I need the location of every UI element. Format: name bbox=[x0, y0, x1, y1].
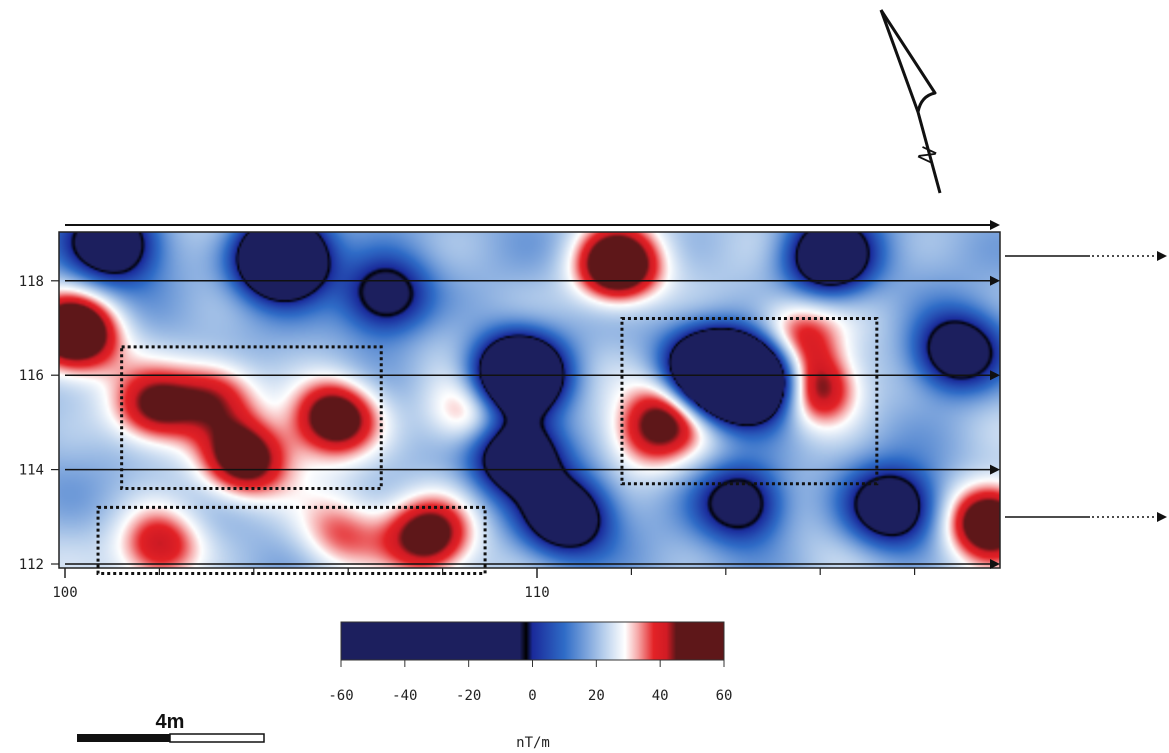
anomaly-box bbox=[620, 317, 879, 486]
colorbar-ticks: -60 -40 -20 0 20 40 60 bbox=[328, 660, 732, 704]
gradiometer-grid bbox=[58, 231, 1001, 575]
colorbar-tick-label: -20 bbox=[456, 688, 481, 704]
y-axis: 112 114 116 118 bbox=[19, 274, 59, 573]
colorbar-tick-label: -60 bbox=[328, 688, 353, 704]
x-axis: 100 110 bbox=[52, 568, 916, 601]
scale-bar-label: 4m bbox=[156, 711, 185, 733]
colorbar-tick-label: -40 bbox=[392, 688, 417, 704]
anomaly-box bbox=[120, 345, 383, 490]
colorbar-unit: nT/m bbox=[516, 735, 550, 751]
y-tick-label: 118 bbox=[19, 274, 44, 290]
colorbar-tick-label: 20 bbox=[588, 688, 605, 704]
y-tick-label: 112 bbox=[19, 557, 44, 573]
north-arrow-icon: N bbox=[879, 9, 942, 194]
colorbar-tick-label: 60 bbox=[716, 688, 733, 704]
x-tick-label: 110 bbox=[524, 585, 549, 601]
colorbar-tick-label: 0 bbox=[528, 688, 536, 704]
y-tick-label: 116 bbox=[19, 368, 44, 384]
traverse-lines bbox=[65, 275, 1000, 569]
colorbar-tick-label: 40 bbox=[652, 688, 669, 704]
grid-frame bbox=[58, 231, 1001, 569]
magnetic-heatmap bbox=[59, 232, 1000, 568]
x-tick-label: 100 bbox=[52, 585, 77, 601]
scale-bar-black-segment bbox=[77, 734, 170, 742]
scale-bar: 4m bbox=[77, 711, 265, 743]
anomaly-box bbox=[96, 505, 487, 575]
colorbar-gradient bbox=[340, 621, 725, 661]
colorbar: -60 -40 -20 0 20 40 60 nT/m bbox=[328, 621, 732, 751]
continuation-arrow-upper bbox=[1005, 251, 1167, 261]
scale-bar-white-segment bbox=[169, 733, 265, 743]
y-tick-label: 114 bbox=[19, 463, 44, 479]
traverse-arrowhead bbox=[990, 370, 1000, 381]
continuation-arrow-lower bbox=[1005, 512, 1167, 522]
traverse-arrowhead bbox=[990, 559, 1000, 569]
anomaly-boxes bbox=[96, 317, 879, 575]
traverse-arrowhead bbox=[990, 275, 1000, 286]
north-label: N bbox=[913, 142, 942, 167]
traverse-arrowhead bbox=[990, 464, 1000, 475]
top-traverse-arrow bbox=[65, 220, 1000, 230]
